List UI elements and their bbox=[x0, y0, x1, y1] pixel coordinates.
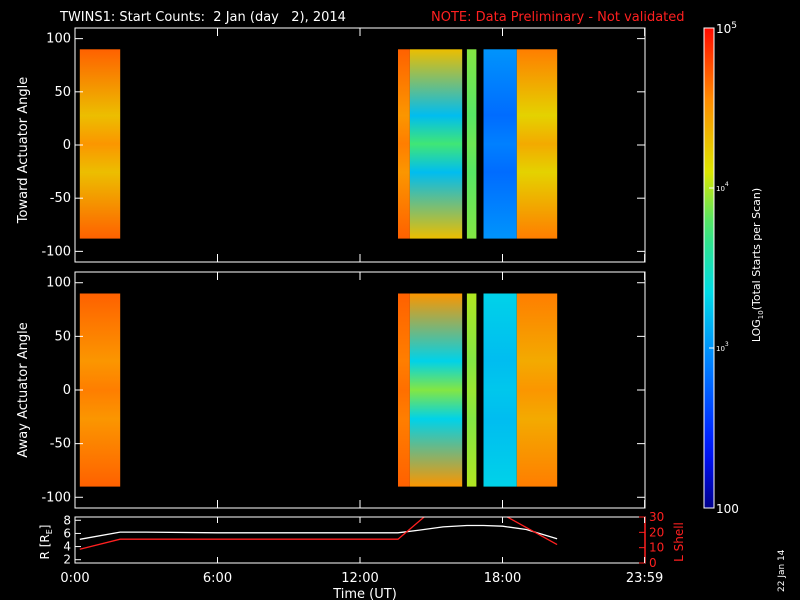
heatmap-band bbox=[483, 293, 517, 487]
y-tick-label: -50 bbox=[50, 191, 71, 206]
r-axis-label-end: ] bbox=[38, 525, 52, 530]
colorbar-tick-base: 10 bbox=[716, 22, 731, 36]
r-axis-label: R [RE] bbox=[38, 525, 54, 560]
y-tick-label: -100 bbox=[41, 244, 71, 259]
x-axis-label: Time (UT) bbox=[332, 587, 397, 600]
colorbar-label-sub: 10 bbox=[757, 310, 765, 319]
colorbar-tick-label: 104 bbox=[716, 181, 729, 193]
x-tick-label: 6:00 bbox=[203, 571, 232, 586]
y-tick-label: 100 bbox=[46, 276, 71, 291]
date-stamp: 22 Jan 14 bbox=[777, 549, 787, 592]
heatmap-band bbox=[516, 293, 558, 487]
lshell-line bbox=[79, 517, 425, 550]
y-tick-label: 50 bbox=[54, 329, 71, 344]
y-tick-label: -100 bbox=[41, 490, 71, 505]
y-tick-label: 0 bbox=[63, 138, 71, 153]
lshell-line-segment bbox=[506, 517, 558, 546]
colorbar-tick-exponent: 4 bbox=[725, 181, 729, 188]
heatmap-band bbox=[398, 49, 410, 239]
y-tick-label: -50 bbox=[50, 437, 71, 452]
y-tick-label: 100 bbox=[46, 32, 71, 47]
away-angle-panel: 100 50 0 -50 -100 bbox=[41, 271, 646, 509]
colorbar-tick-base: 10 bbox=[716, 185, 725, 193]
heatmap-band bbox=[483, 49, 517, 239]
heatmap-band bbox=[79, 49, 121, 239]
toward-angle-panel: 100 50 0 -50 -100 bbox=[41, 27, 646, 263]
plot-title: TWINS1: Start Counts: 2 Jan (day 2), 201… bbox=[59, 10, 346, 25]
away-axis-label: Away Actuator Angle bbox=[16, 322, 31, 457]
heatmap-band bbox=[409, 293, 463, 487]
heatmap-band bbox=[398, 293, 410, 487]
heatmap-band bbox=[516, 49, 558, 239]
colorbar-tick-exponent: 3 bbox=[725, 341, 729, 348]
r-line bbox=[79, 524, 558, 540]
x-tick-label: 0:00 bbox=[60, 571, 89, 586]
colorbar-tick-label: 100 bbox=[716, 502, 739, 516]
toward-axis-label: Toward Actuator Angle bbox=[16, 77, 31, 224]
colorbar-tick-label: 105 bbox=[716, 21, 737, 36]
r-tick-label: 2 bbox=[63, 553, 71, 567]
y-tick-label: 0 bbox=[63, 383, 71, 398]
r-tick-label: 4 bbox=[63, 540, 71, 554]
r-tick-label: 8 bbox=[63, 513, 71, 527]
colorbar-strip bbox=[703, 27, 715, 509]
r-tick-label: 6 bbox=[63, 526, 71, 540]
preliminary-note: NOTE: Data Preliminary - Not validated bbox=[431, 10, 685, 25]
colorbar-label-suffix: (Total Starts per Scan) bbox=[750, 188, 763, 310]
x-tick-label: 18:00 bbox=[484, 571, 521, 586]
x-tick-label: 23:59 bbox=[626, 571, 663, 586]
colorbar-label-prefix: LOG bbox=[750, 319, 763, 342]
heatmap-band bbox=[466, 49, 477, 239]
r-axis-label-base: R [R bbox=[38, 534, 52, 559]
lshell-tick-label: 30 bbox=[649, 510, 664, 524]
lshell-tick-label: 0 bbox=[649, 556, 657, 570]
colorbar-tick-label: 103 bbox=[716, 341, 729, 353]
colorbar-tick-base: 100 bbox=[716, 502, 739, 516]
heatmap-band bbox=[409, 49, 463, 239]
heatmap-band bbox=[466, 293, 477, 487]
r-axis-label-sub: E bbox=[45, 529, 54, 534]
y-tick-label: 50 bbox=[54, 85, 71, 100]
lshell-tick-label: 20 bbox=[649, 525, 664, 539]
lshell-tick-label: 10 bbox=[649, 541, 664, 555]
colorbar-label: LOG10(Total Starts per Scan) bbox=[750, 188, 765, 342]
x-tick-label: 12:00 bbox=[341, 571, 378, 586]
colorbar-tick-base: 10 bbox=[716, 345, 725, 353]
colorbar-tick-exponent: 5 bbox=[731, 21, 737, 31]
lshell-axis-label: L Shell bbox=[672, 522, 686, 562]
heatmap-band bbox=[79, 293, 121, 487]
